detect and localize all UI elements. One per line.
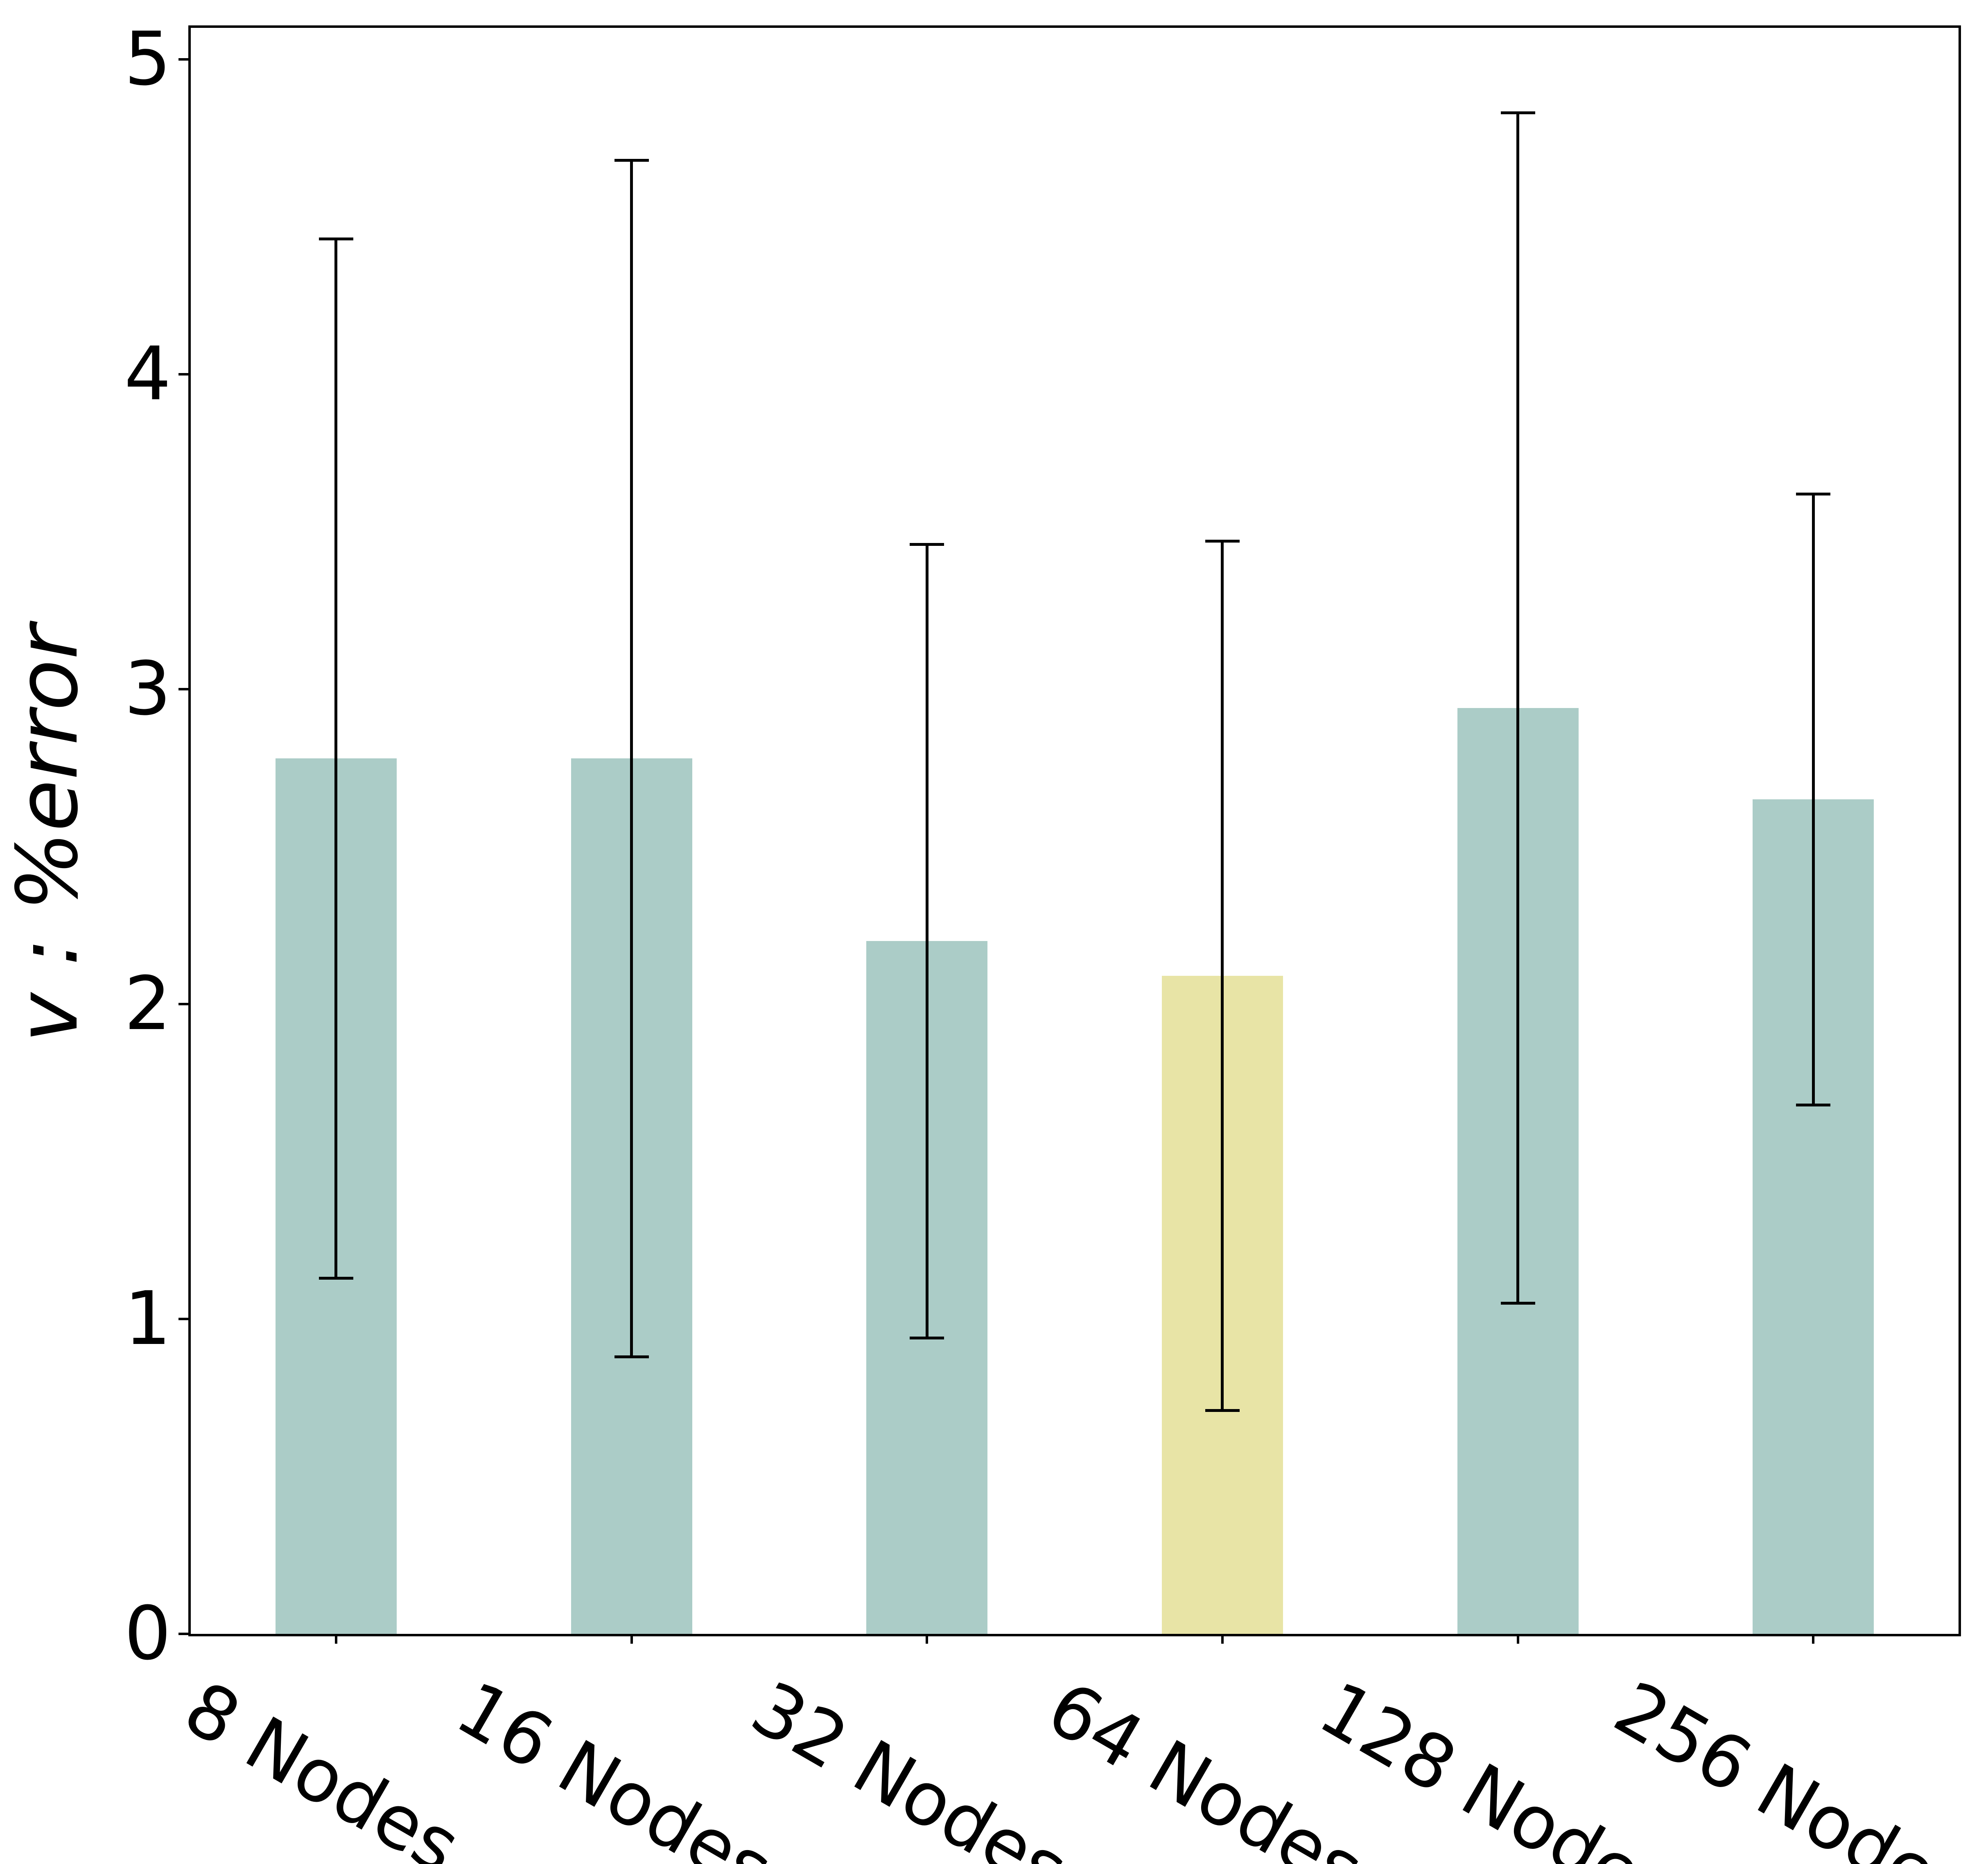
error-bar-cap [910,1337,944,1339]
error-bar-cap [910,543,944,546]
error-bar-cap [1205,540,1240,543]
x-tick-label: 16 Nodes [443,1665,787,1864]
plot-area [188,25,1961,1636]
y-tick-label: 2 [124,961,171,1047]
error-bar-line [630,160,633,1357]
y-tick-label: 5 [124,16,171,102]
error-bar-cap [1501,111,1535,114]
x-tick-mark [926,1634,928,1644]
error-bar-line [1516,113,1519,1303]
error-bar-line [1812,494,1815,1105]
error-bar-cap [1501,1302,1535,1305]
x-tick-mark [1221,1634,1224,1644]
error-bar-cap [614,1355,649,1358]
y-tick-label: 0 [124,1591,171,1676]
x-tick-label: 256 Nodes [1600,1665,1986,1864]
y-tick-label: 3 [124,646,171,732]
y-tick-mark [178,373,188,376]
y-tick-label: 1 [124,1276,171,1362]
y-tick-label: 4 [124,331,171,417]
x-tick-label: 32 Nodes [738,1665,1082,1864]
x-tick-mark [630,1634,633,1644]
x-tick-label: 64 Nodes [1033,1665,1378,1864]
error-bar-cap [319,1277,353,1280]
x-tick-label: 8 Nodes [170,1665,474,1864]
error-bar-cap [1205,1409,1240,1412]
y-tick-mark [178,1318,188,1320]
x-tick-mark [1812,1634,1814,1644]
error-bar-cap [1796,1104,1830,1106]
error-bar-cap [319,238,353,240]
x-tick-mark [1517,1634,1519,1644]
error-bar-cap [614,159,649,162]
y-tick-mark [178,58,188,61]
y-tick-mark [178,688,188,690]
error-bar-line [334,239,337,1278]
y-tick-mark [178,1633,188,1635]
y-tick-mark [178,1003,188,1005]
x-tick-mark [335,1634,337,1644]
error-bar-cap [1796,493,1830,495]
error-bar-line [1221,541,1224,1410]
error-bar-line [926,544,928,1338]
